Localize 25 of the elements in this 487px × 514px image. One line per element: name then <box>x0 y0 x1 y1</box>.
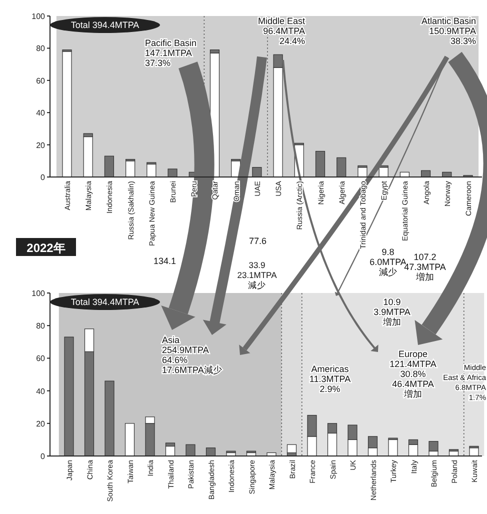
text: 134.1 <box>153 256 176 266</box>
text: 77.6 <box>249 236 267 246</box>
y-tick-label: 0 <box>40 452 46 461</box>
annotation: Middle East 96.4MTPA 24.4% <box>258 16 306 46</box>
y-tick-label: 60 <box>36 354 46 364</box>
y-tick-label: 20 <box>36 419 46 428</box>
text: 33.9 23.1MTPA 減少 <box>237 260 278 290</box>
annotation: Total 394.4MTPA <box>70 297 140 307</box>
annotation: 10.9 3.9MTPA 増加 <box>374 297 410 327</box>
y-tick-label: 100 <box>32 12 46 21</box>
y-tick-label: 0 <box>40 173 46 182</box>
annotation: Total 394.4MTPA <box>70 20 140 30</box>
text: 2022年 <box>26 241 66 255</box>
annotation: Pacific Basin 147.1MTPA 37.3% <box>145 38 197 68</box>
y-tick-label: 80 <box>36 44 46 54</box>
y-tick-label: 20 <box>36 140 46 150</box>
annotation: Americas 11.3MTPA 2.9% <box>309 364 351 394</box>
y-tick-label: 80 <box>36 322 46 331</box>
y-tick-label: 100 <box>32 289 46 298</box>
annotation: Asia 254.9MTPA 64.6% 17.6MTPA減少 <box>162 335 222 375</box>
y-tick-label: 60 <box>36 76 46 86</box>
y-tick-label: 40 <box>36 386 46 396</box>
y-tick-label: 40 <box>36 108 46 118</box>
annotation: Europe 121.4MTPA 30.8% 46.4MTPA 増加 <box>390 349 436 399</box>
annotation: Atlantic Basin 150.9MTPA 38.3% <box>421 16 476 46</box>
